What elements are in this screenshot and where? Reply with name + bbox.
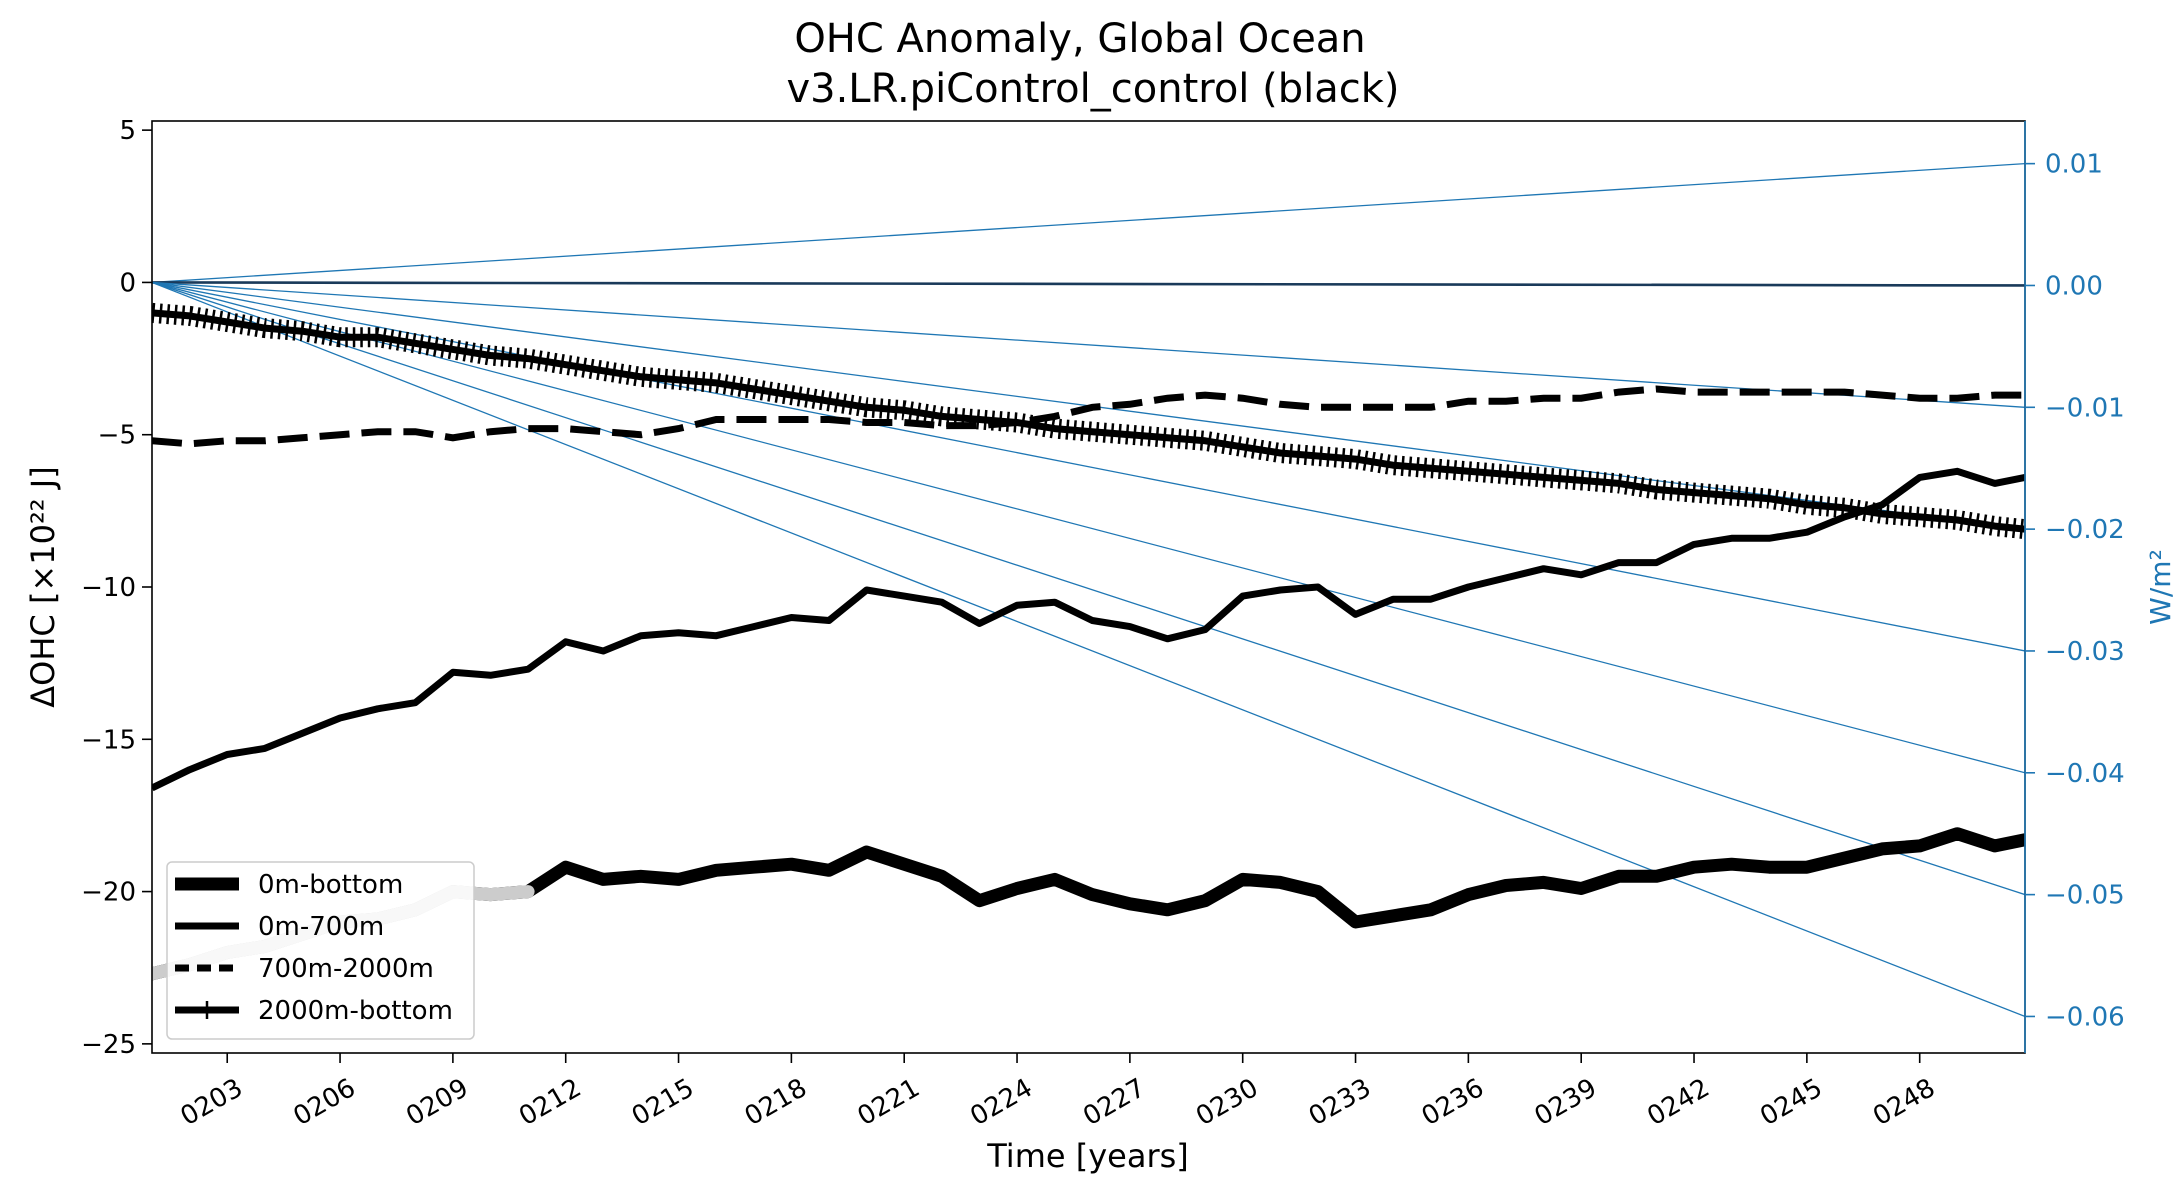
y-axis-right-label: W/m²: [2144, 549, 2177, 625]
y-axis-left: 5 0 −5 −10 −15 −20 −25: [81, 116, 152, 1060]
y-tick-label: −15: [81, 725, 136, 755]
x-tick-label: 0218: [740, 1073, 812, 1132]
x-tick-label: 0203: [176, 1073, 248, 1132]
x-tick-label: 0248: [1868, 1073, 1940, 1132]
x-tick-label: 0239: [1530, 1073, 1602, 1132]
x-tick-label: 0227: [1078, 1073, 1150, 1132]
y-tick-label: −25: [81, 1030, 136, 1060]
y-right-tick-label: −0.06: [2045, 1002, 2125, 1032]
x-tick-label: 0209: [401, 1073, 473, 1132]
reference-slope-lines: [152, 162, 2025, 1018]
series-markers-2000m-bottom: [152, 302, 2025, 540]
y-right-tick-label: −0.03: [2045, 637, 2125, 667]
x-tick-label: 0215: [627, 1073, 699, 1132]
y-axis-right: 0.01 0.00 −0.01 −0.02 −0.03 −0.04 −0.05 −0.06: [2024, 121, 2125, 1053]
y-axis-label: ΔOHC [×10²² J]: [24, 466, 62, 707]
reference-line-5: [152, 281, 2025, 774]
chart-subtitle: v3.LR.piControl_control (black): [786, 66, 1399, 112]
x-tick-label: 0242: [1642, 1073, 1714, 1132]
reference-line-4: [152, 281, 2025, 652]
x-tick-label: 0245: [1755, 1073, 1827, 1132]
x-tick-label: 0224: [965, 1073, 1037, 1132]
legend-box: [166, 861, 475, 1040]
x-axis: 0203 0206 0209 0212 0215 0218 0221 0224 0227 0230…: [176, 1053, 1940, 1132]
legend-label: 0m-bottom: [258, 870, 403, 900]
y-tick-label: 0: [119, 268, 136, 298]
reference-line-1: [152, 281, 2025, 287]
x-tick-label: 0206: [288, 1073, 360, 1132]
legend: 0m-bottom 0m-700m 700m-2000m 2000m-bottom: [166, 861, 475, 1040]
y-right-tick-label: −0.04: [2045, 759, 2125, 789]
x-tick-label: 0236: [1417, 1073, 1489, 1132]
y-tick-label: −5: [98, 421, 136, 451]
series-line-0m-700m: [152, 467, 2025, 792]
y-right-tick-label: −0.01: [2045, 393, 2125, 423]
legend-label: 0m-700m: [258, 912, 384, 942]
y-right-tick-label: −0.02: [2045, 515, 2125, 545]
legend-label: 700m-2000m: [258, 954, 434, 984]
reference-line-7: [152, 281, 2025, 1018]
series-line-700m-2000m: [152, 385, 2025, 448]
y-right-tick-label: −0.05: [2045, 881, 2125, 911]
y-tick-label: −20: [81, 878, 136, 908]
reference-line-6: [152, 281, 2025, 896]
y-right-tick-label: 0.01: [2045, 150, 2103, 180]
x-tick-label: 0221: [853, 1073, 925, 1132]
reference-line-0: [152, 162, 2025, 284]
x-tick-label: 0212: [514, 1073, 586, 1132]
y-tick-label: 5: [119, 116, 136, 146]
reference-line-2: [152, 281, 2025, 408]
x-axis-label: Time [years]: [986, 1137, 1189, 1175]
y-tick-label: −10: [81, 573, 136, 603]
y-right-tick-label: 0.00: [2045, 271, 2103, 301]
chart-title: OHC Anomaly, Global Ocean: [794, 16, 1365, 62]
legend-label: 2000m-bottom: [258, 996, 453, 1026]
x-tick-label: 0230: [1191, 1073, 1263, 1132]
x-tick-label: 0233: [1304, 1073, 1376, 1132]
